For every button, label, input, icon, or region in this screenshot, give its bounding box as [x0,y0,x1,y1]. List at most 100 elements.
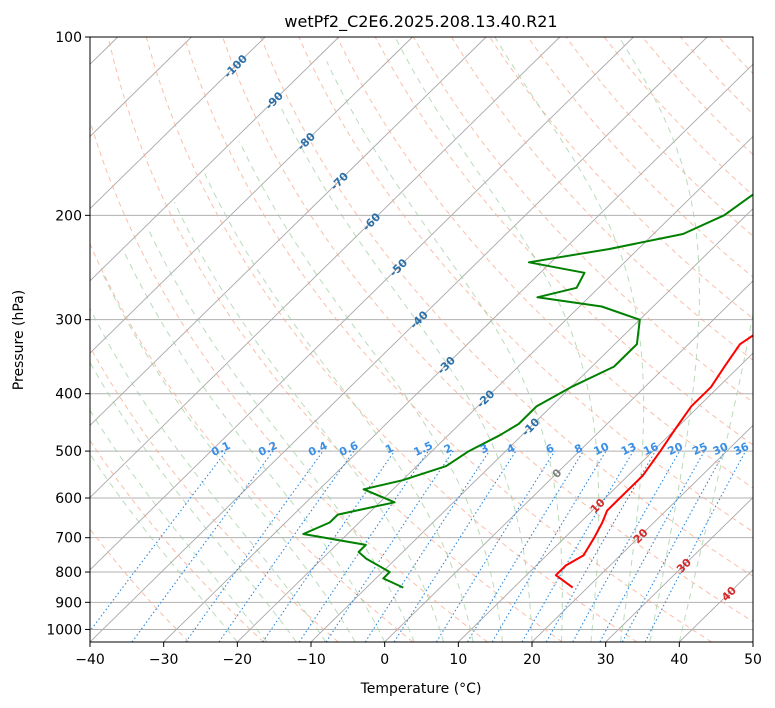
mixing-ratio-line [131,450,274,642]
mixing-ratio-label: 8 [572,442,584,457]
mixing-ratio-label: 3 [478,442,490,457]
moist-adiabat [494,37,645,642]
dry-adiabat [374,37,753,446]
moist-adiabat [618,37,701,642]
mixing-ratio-line [393,450,517,642]
mixing-ratio-line [325,450,454,642]
dry-adiabat [90,528,190,642]
mixing-ratio-label: 20 [666,440,686,458]
x-tick-label: −40 [75,652,105,668]
y-tick-label: 500 [55,444,82,460]
mixing-ratio-label: 36 [732,440,752,458]
isotherm-line [458,352,753,642]
mixing-ratio-label: 1.5 [412,439,435,459]
mixing-ratio-line [644,450,747,642]
dry-adiabat [451,37,753,361]
mixing-ratio-line [621,450,726,642]
y-tick-label: 900 [55,595,82,611]
y-tick-label: 400 [55,387,82,403]
mixing-ratio-label: 13 [619,440,638,458]
isotherm-line [163,63,753,642]
dry-adiabat [90,439,264,642]
mixing-ratio-label: 0.2 [256,439,279,459]
axes: −40 −30 −20 −10 0 10 20 30 40 5010020030040050060… [46,30,762,668]
y-tick-label: 800 [55,565,82,581]
x-tick-label: 20 [523,652,541,668]
profiles [302,193,753,589]
x-tick-label: 10 [449,652,467,668]
mixing-ratio-line [467,450,584,642]
x-tick-label: 30 [597,652,615,668]
mixing-ratio-line [298,450,429,642]
isotherm-line [310,208,753,642]
mixing-ratio-label: 10 [592,440,612,458]
y-tick-label: 200 [55,208,82,224]
mixing-ratio-line [262,450,395,642]
dry-adiabat [260,37,753,577]
moist-adiabat [678,37,753,642]
moist-adiabat [123,251,386,642]
dry-adiabat [641,37,753,156]
chart-title: wetPf2_C2E6.2025.208.13.40.R21 [284,12,557,32]
moist-adiabat [90,361,297,642]
mixing-ratio-line [435,450,556,642]
isotherm-line [90,37,708,642]
dry-adiabat [107,37,563,642]
x-tick-label: 40 [670,652,688,668]
y-tick-label: 100 [55,30,82,46]
isotherm-line [90,37,340,282]
dry-adiabat [222,37,753,623]
dewpoint-profile [302,193,753,589]
moist-adiabat [279,104,533,642]
isotherm-line [90,37,561,499]
dry-adiabat [680,37,753,115]
isotherm-line [90,37,487,426]
y-tick-label: 600 [55,491,82,507]
isotherm-line [605,496,753,642]
dry-adiabat [757,37,775,642]
mixing-ratio-line [218,450,355,642]
moist-adiabat [90,307,327,642]
mixing-ratio-label: 0.1 [209,439,232,459]
temperature-profile [554,334,753,589]
dry-adiabat [336,37,753,489]
mixing-ratio-label: 0.4 [306,439,329,459]
dry-adiabat [298,37,753,533]
isotherm-line [90,37,266,210]
dry-adiabat [90,345,339,642]
y-tick-label: 700 [55,531,82,547]
isotherm-line [384,280,753,642]
isotherm-line [90,37,634,571]
mixing-ratio-label: 25 [690,440,709,458]
mixing-ratio-label: 16 [641,440,661,458]
dry-adiabat [603,37,753,196]
mixing-ratio-line [572,450,681,642]
x-tick-label: 0 [380,652,389,668]
moist-adiabat [147,227,415,642]
dry-adiabat [145,37,638,642]
mixing-ratio-label: 0.6 [337,439,360,459]
mixing-ratio-line [90,450,227,632]
dry-adiabat [489,37,753,320]
y-tick-label: 300 [55,313,82,329]
background-lines [90,37,775,642]
x-tick-label: −10 [296,652,326,668]
x-tick-label: 50 [744,652,762,668]
dry-adiabat [527,37,753,278]
moist-adiabat [101,272,356,642]
mixing-ratio-label: 1 [383,442,395,457]
mixing-ratio-line [185,450,324,642]
isotherm-line [752,641,753,642]
mixing-ratio-label: 30 [711,440,731,458]
x-axis-title: Temperature (°C) [360,681,482,697]
y-axis-title: Pressure (hPa) [11,290,27,390]
moist-adiabat [394,37,600,642]
mixing-ratio-line [521,450,634,642]
isotherm-line [90,37,413,354]
dry-adiabat [183,37,712,642]
moist-adiabat [90,409,268,642]
isotherm-line [531,424,753,642]
x-tick-label: −20 [223,652,253,668]
isotherm-line [90,37,192,138]
